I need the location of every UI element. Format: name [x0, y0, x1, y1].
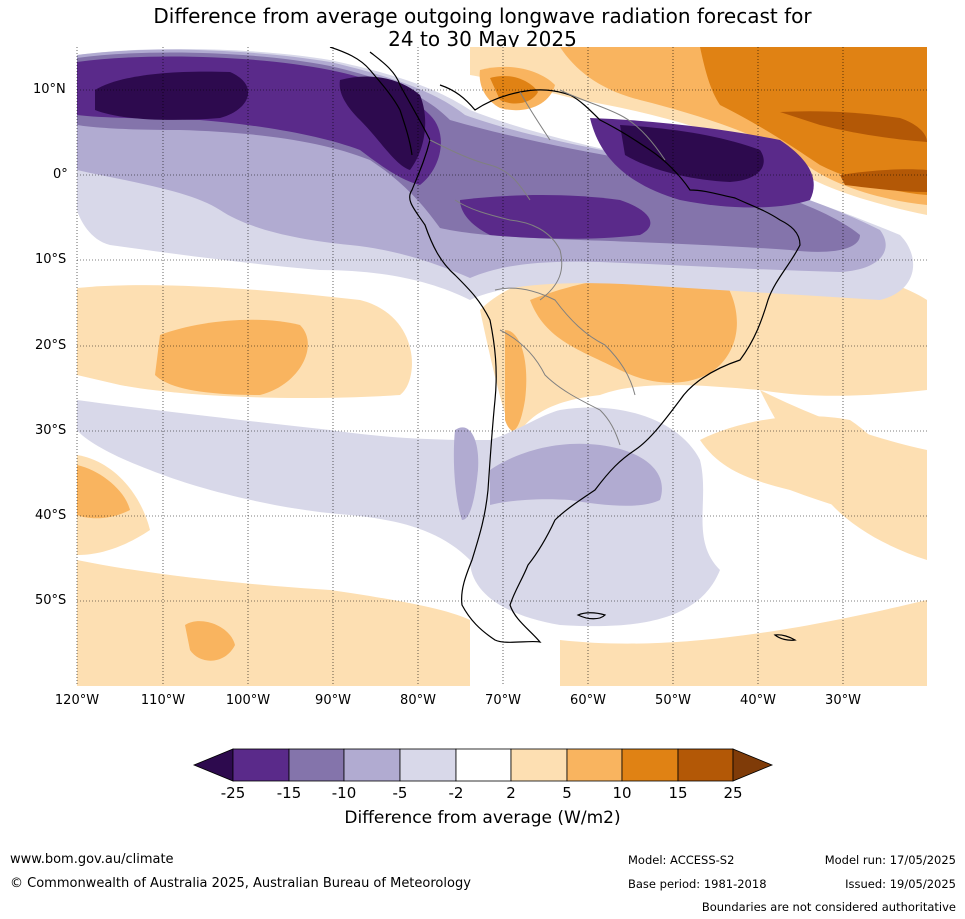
central-america-coastline	[329, 47, 413, 156]
map-title: Difference from average outgoing longwav…	[0, 5, 965, 51]
contour-neg5-10-south	[490, 443, 662, 506]
colorbar-tick: -15	[276, 784, 302, 802]
colorbar-label: Difference from average (W/m2)	[344, 808, 621, 828]
contour-5-10-south	[185, 621, 235, 661]
colorbar-tick: 2	[506, 784, 516, 802]
model-run-date: Model run: 17/05/2025	[824, 853, 956, 867]
contour-2-5-east-sub	[700, 416, 927, 530]
lon-label-60w: 60°W	[570, 693, 606, 708]
colorbar-bin-3	[343, 748, 401, 782]
model-name: Model: ACCESS-S2	[628, 853, 735, 867]
south-georgia-coastline	[773, 634, 797, 641]
colorbar-bin-4	[399, 748, 457, 782]
anomaly-field	[77, 47, 927, 686]
issued-date: Issued: 19/05/2025	[845, 877, 956, 891]
colorbar-tick: 15	[668, 784, 688, 802]
lat-label-0: 0°	[53, 167, 68, 182]
colorbar-bin-7	[566, 748, 623, 782]
lon-label-40w: 40°W	[740, 693, 776, 708]
colorbar-bin-5	[455, 748, 512, 782]
lat-label-50s: 50°S	[35, 593, 67, 608]
contour-5-10-west	[77, 465, 130, 519]
contour-5-10-brazil	[530, 271, 737, 383]
contour-neg5-10-chile	[453, 427, 479, 520]
lon-label-50w: 50°W	[655, 693, 691, 708]
colorbar-tick: 25	[723, 784, 743, 802]
graticule	[76, 47, 927, 686]
website-link[interactable]: www.bom.gov.au/climate	[10, 852, 174, 867]
lon-label-100w: 100°W	[225, 693, 271, 708]
contour-below-25-central	[339, 76, 426, 170]
lon-label-120w: 120°W	[54, 693, 100, 708]
contour-2-5-south-east	[560, 600, 927, 686]
coastlines	[329, 47, 801, 643]
colorbar	[192, 748, 774, 782]
colorbar-extend-low	[192, 748, 234, 782]
lat-label-10n: 10°N	[33, 82, 66, 97]
lon-label-70w: 70°W	[485, 693, 521, 708]
colorbar-tick: 10	[612, 784, 632, 802]
contour-15-25-north	[780, 111, 927, 142]
colorbar-bin-9	[677, 748, 734, 782]
contour-5-10-pacific	[155, 319, 308, 395]
colorbar-bin-2	[288, 748, 345, 782]
boundary-disclaimer: Boundaries are not considered authoritat…	[701, 900, 956, 914]
lon-label-110w: 110°W	[140, 693, 186, 708]
base-period: Base period: 1981-2018	[628, 877, 767, 891]
lat-label-30s: 30°S	[35, 423, 67, 438]
title-line-2: 24 to 30 May 2025	[388, 27, 577, 51]
country-borders	[429, 89, 666, 446]
colorbar-tick: 5	[562, 784, 572, 802]
contour-5-10-andes	[505, 330, 527, 431]
lon-label-80w: 80°W	[400, 693, 436, 708]
colorbar-tick: -10	[331, 784, 357, 802]
contour-2-5-south	[77, 560, 470, 686]
colorbar-bin-8	[621, 748, 679, 782]
contour-below-25-pacific	[95, 71, 249, 120]
title-line-1: Difference from average outgoing longwav…	[153, 4, 812, 28]
lon-label-30w: 30°W	[825, 693, 861, 708]
contour-below-25-atlantic	[620, 125, 764, 182]
colorbar-bin-1	[232, 748, 290, 782]
copyright-text: © Commonwealth of Australia 2025, Austra…	[10, 876, 471, 891]
lon-label-90w: 90°W	[315, 693, 351, 708]
colorbar-tick: -2	[448, 784, 464, 802]
lat-label-20s: 20°S	[35, 338, 67, 353]
falklands-coastline	[576, 612, 607, 620]
colorbar-tick: -5	[392, 784, 408, 802]
contour-neg15-25-amazon	[460, 195, 651, 239]
south-america-coastline	[369, 51, 801, 643]
colorbar-extend-high	[732, 748, 774, 782]
lat-label-10s: 10°S	[35, 252, 67, 267]
colorbar-bin-6	[510, 748, 568, 782]
lat-label-40s: 40°S	[35, 508, 67, 523]
colorbar-tick: -25	[220, 784, 246, 802]
